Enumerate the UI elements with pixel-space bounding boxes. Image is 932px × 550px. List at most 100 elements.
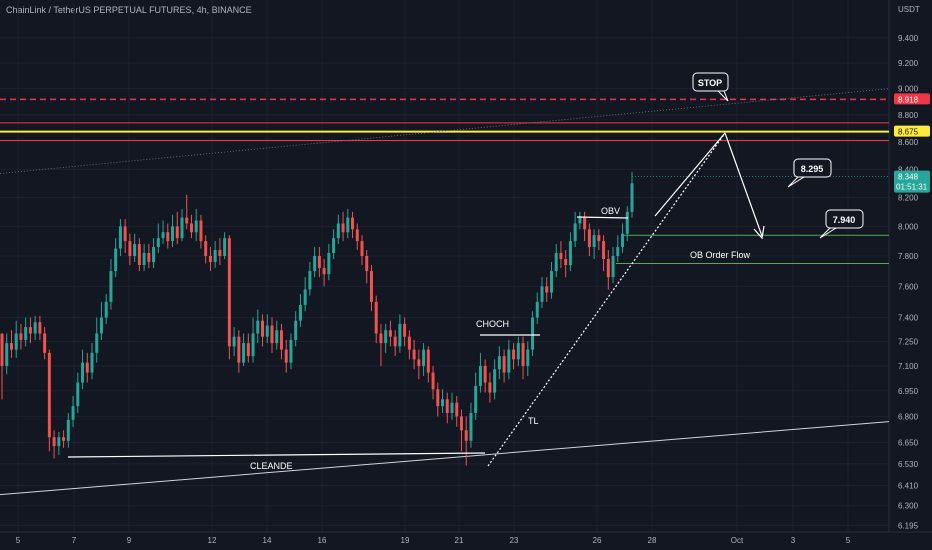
candle[interactable] <box>322 258 326 287</box>
candle[interactable] <box>199 214 203 249</box>
candle[interactable] <box>261 314 265 347</box>
candle[interactable] <box>445 392 449 424</box>
candle[interactable] <box>194 208 198 242</box>
candle[interactable] <box>388 320 392 347</box>
candle[interactable] <box>592 229 596 259</box>
candle[interactable] <box>625 206 629 242</box>
candle[interactable] <box>587 223 591 256</box>
candle[interactable] <box>123 219 127 253</box>
candle[interactable] <box>104 294 108 324</box>
target2-callout[interactable]: 7.940 <box>819 209 864 239</box>
candle[interactable] <box>0 333 4 400</box>
candle[interactable] <box>85 352 89 383</box>
candle[interactable] <box>71 395 75 427</box>
candle[interactable] <box>298 294 302 328</box>
candle[interactable] <box>488 372 492 403</box>
candle[interactable] <box>459 409 463 452</box>
candle[interactable] <box>133 233 137 263</box>
candles[interactable] <box>0 172 634 466</box>
candle[interactable] <box>242 333 246 366</box>
candle[interactable] <box>171 214 175 248</box>
candle[interactable] <box>275 320 279 350</box>
candle[interactable] <box>531 311 535 357</box>
candle[interactable] <box>464 416 468 466</box>
cleande-line[interactable] <box>67 452 486 458</box>
candle[interactable] <box>9 330 13 358</box>
candle[interactable] <box>118 219 122 256</box>
candle[interactable] <box>14 320 18 358</box>
candle[interactable] <box>114 238 118 278</box>
candle[interactable] <box>616 235 620 263</box>
candle[interactable] <box>602 235 606 272</box>
candle[interactable] <box>175 211 179 245</box>
candle[interactable] <box>365 250 369 284</box>
stop-callout[interactable]: STOP <box>692 72 729 102</box>
candle[interactable] <box>332 229 336 259</box>
candle[interactable] <box>246 333 250 363</box>
candle[interactable] <box>422 343 426 376</box>
candle[interactable] <box>57 432 61 455</box>
candle[interactable] <box>441 389 445 414</box>
obv-line[interactable] <box>576 216 629 219</box>
candle[interactable] <box>450 392 454 420</box>
candle[interactable] <box>289 333 293 370</box>
candle[interactable] <box>417 349 421 380</box>
candle[interactable] <box>526 341 530 376</box>
candle[interactable] <box>223 232 227 259</box>
candle[interactable] <box>369 265 373 312</box>
candle[interactable] <box>28 317 32 344</box>
candle[interactable] <box>516 336 520 366</box>
candle[interactable] <box>232 327 236 357</box>
target1-callout[interactable]: 8.295 <box>787 158 832 188</box>
candle[interactable] <box>455 395 459 427</box>
candle[interactable] <box>66 413 70 448</box>
candle[interactable] <box>611 247 615 284</box>
lower-support-trendline[interactable] <box>0 421 890 496</box>
candle[interactable] <box>90 343 94 380</box>
candle[interactable] <box>549 262 553 299</box>
candle[interactable] <box>38 315 42 340</box>
candle[interactable] <box>189 214 193 239</box>
candle[interactable] <box>284 339 288 373</box>
candle[interactable] <box>294 311 298 347</box>
candle[interactable] <box>52 430 56 459</box>
candle[interactable] <box>554 244 558 278</box>
candle[interactable] <box>469 402 473 448</box>
candle[interactable] <box>47 349 51 452</box>
candle[interactable] <box>431 365 435 400</box>
candle[interactable] <box>540 277 544 309</box>
candle[interactable] <box>227 235 231 360</box>
candle[interactable] <box>270 317 274 353</box>
candle[interactable] <box>374 295 378 344</box>
candle[interactable] <box>621 223 625 253</box>
candle[interactable] <box>204 235 208 264</box>
candle[interactable] <box>497 346 501 380</box>
upper-dotted-trendline[interactable] <box>0 88 890 174</box>
candle[interactable] <box>152 238 156 269</box>
candle[interactable] <box>568 232 572 272</box>
candle[interactable] <box>317 247 321 278</box>
candle[interactable] <box>213 241 217 269</box>
candle[interactable] <box>81 349 85 390</box>
tl-line[interactable] <box>487 132 726 467</box>
candle[interactable] <box>180 208 184 242</box>
candle[interactable] <box>436 382 440 417</box>
candle[interactable] <box>521 336 525 380</box>
candle[interactable] <box>109 258 113 310</box>
candle[interactable] <box>279 323 283 360</box>
candle[interactable] <box>379 323 383 366</box>
candle[interactable] <box>407 330 411 360</box>
candle[interactable] <box>24 317 28 347</box>
candle[interactable] <box>33 315 37 340</box>
candle[interactable] <box>545 277 549 302</box>
candle[interactable] <box>43 327 47 360</box>
candle[interactable] <box>128 233 132 266</box>
candle[interactable] <box>351 211 355 239</box>
candle[interactable] <box>185 194 189 230</box>
candle[interactable] <box>474 372 478 420</box>
candle[interactable] <box>327 244 331 281</box>
candle[interactable] <box>412 339 416 370</box>
candle[interactable] <box>573 211 577 248</box>
candle[interactable] <box>156 223 160 253</box>
